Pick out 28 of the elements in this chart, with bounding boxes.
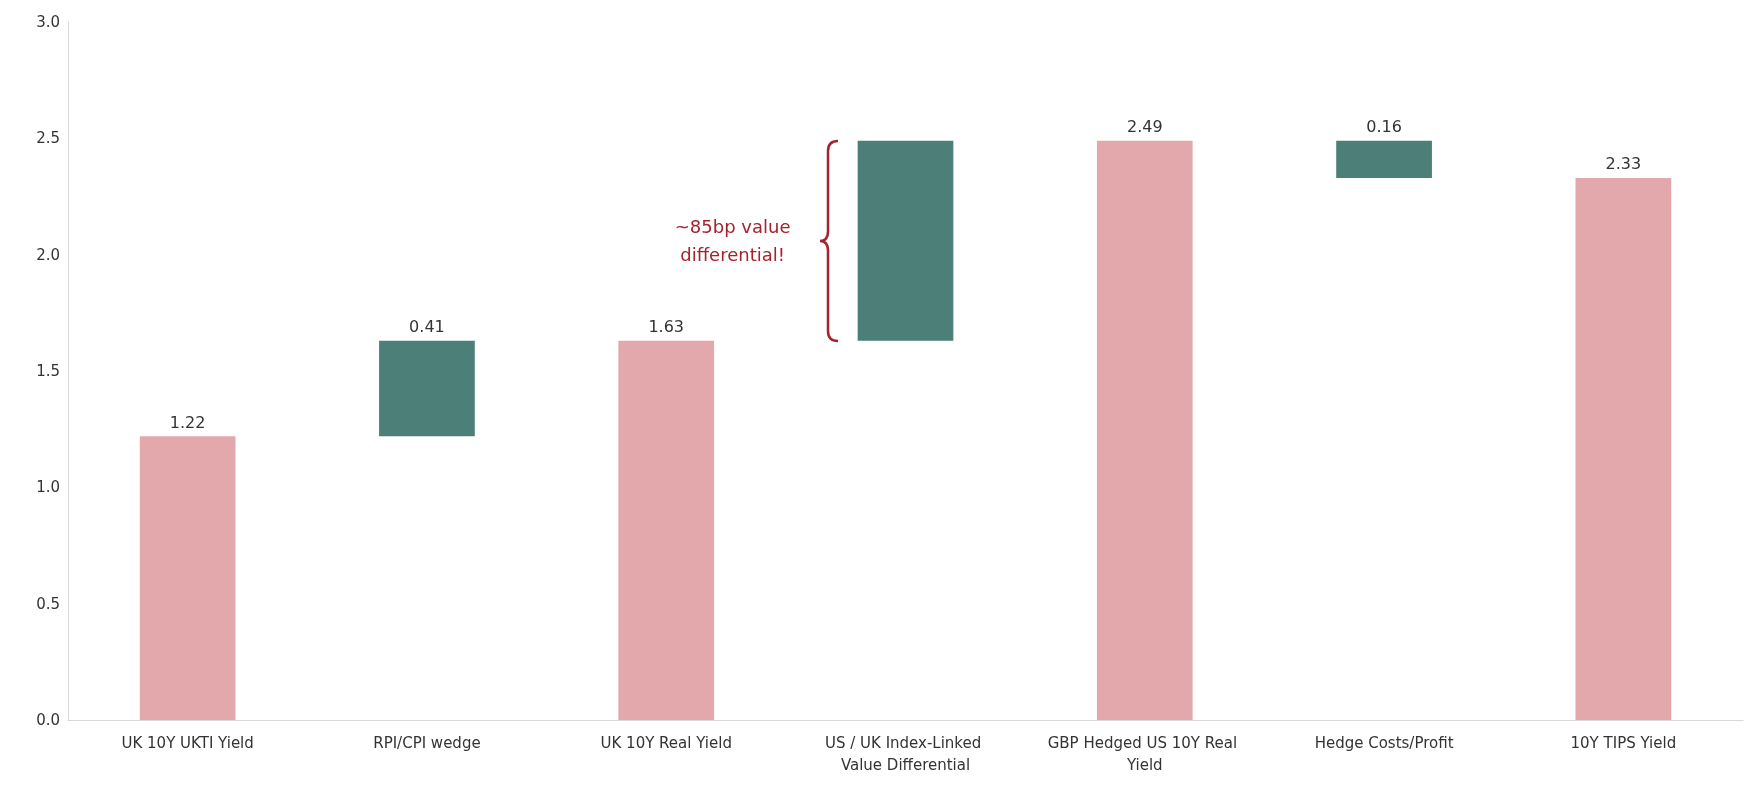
data-label: 2.49 <box>1126 117 1163 137</box>
data-label: 2.33 <box>1605 154 1642 174</box>
y-tick-label: 0.0 <box>36 711 60 729</box>
annotation: ~85bp value differential! <box>673 214 792 267</box>
x-tick-label: US / UK Index-Linked Value Differential <box>824 734 987 774</box>
data-label: 0.16 <box>1366 117 1402 137</box>
y-tick-label: 0.5 <box>36 594 60 613</box>
x-tick-label: GBP Hedged US 10Y Real Yield <box>1047 734 1242 774</box>
data-label: 1.63 <box>648 317 685 337</box>
bar <box>1336 140 1432 178</box>
data-label: 0.41 <box>409 317 445 337</box>
data-label: 1.22 <box>169 412 206 432</box>
bar <box>1575 177 1672 720</box>
y-tick-label: 2.0 <box>36 245 60 264</box>
x-tick-label: Hedge Costs/Profit <box>1314 734 1454 752</box>
x-tick-label: RPI/CPI wedge <box>373 734 481 752</box>
bar <box>1096 140 1193 720</box>
y-tick-label: 1.0 <box>36 478 60 497</box>
x-tick-label: UK 10Y UKTI Yield <box>121 734 254 752</box>
x-tick-label: 10Y TIPS Yield <box>1570 734 1677 752</box>
y-tick-label: 1.5 <box>36 362 60 380</box>
bar <box>857 140 954 341</box>
bar <box>139 436 236 720</box>
bar <box>379 340 475 437</box>
y-tick-label: 3.0 <box>36 13 60 31</box>
y-tick-label: 2.5 <box>36 129 60 148</box>
bar <box>618 340 715 720</box>
x-tick-label: UK 10Y Real Yield <box>600 734 732 752</box>
